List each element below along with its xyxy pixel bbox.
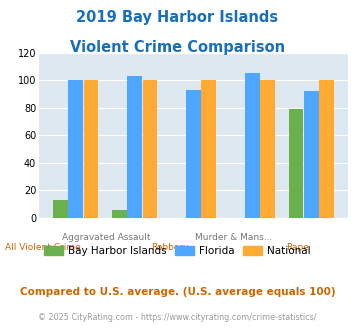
Bar [260, 80, 275, 218]
Bar [304, 91, 318, 218]
Bar [289, 109, 303, 218]
Text: Rape: Rape [286, 243, 309, 251]
Text: Aggravated Assault: Aggravated Assault [62, 233, 151, 242]
Bar [53, 200, 68, 218]
Bar [84, 80, 98, 218]
Bar [69, 80, 83, 218]
Text: All Violent Crime: All Violent Crime [5, 243, 81, 251]
Text: 2019 Bay Harbor Islands: 2019 Bay Harbor Islands [76, 10, 279, 25]
Bar [143, 80, 157, 218]
Text: Compared to U.S. average. (U.S. average equals 100): Compared to U.S. average. (U.S. average … [20, 287, 335, 297]
Bar [112, 210, 127, 218]
Bar [186, 90, 201, 218]
Text: Murder & Mans...: Murder & Mans... [195, 233, 272, 242]
Bar [319, 80, 334, 218]
Bar [127, 76, 142, 218]
Text: Violent Crime Comparison: Violent Crime Comparison [70, 40, 285, 54]
Legend: Bay Harbor Islands, Florida, National: Bay Harbor Islands, Florida, National [40, 242, 315, 260]
Bar [245, 73, 260, 218]
Text: Robbery: Robbery [151, 243, 189, 251]
Bar [201, 80, 216, 218]
Text: © 2025 CityRating.com - https://www.cityrating.com/crime-statistics/: © 2025 CityRating.com - https://www.city… [38, 314, 317, 322]
